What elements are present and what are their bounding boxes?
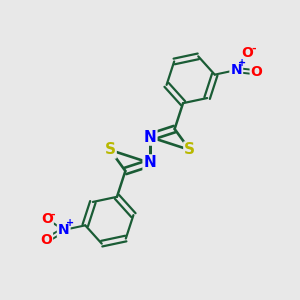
Text: N: N	[144, 155, 156, 170]
Text: -: -	[51, 210, 55, 220]
Text: N: N	[230, 63, 242, 77]
Text: O: O	[241, 46, 253, 60]
Text: S: S	[184, 142, 195, 158]
Text: -: -	[251, 44, 256, 54]
Text: N: N	[58, 223, 70, 237]
Text: S: S	[105, 142, 116, 158]
Text: +: +	[66, 218, 74, 228]
Text: O: O	[251, 65, 262, 80]
Text: O: O	[41, 212, 53, 226]
Text: N: N	[144, 130, 156, 145]
Text: O: O	[40, 233, 52, 247]
Text: +: +	[238, 58, 247, 68]
